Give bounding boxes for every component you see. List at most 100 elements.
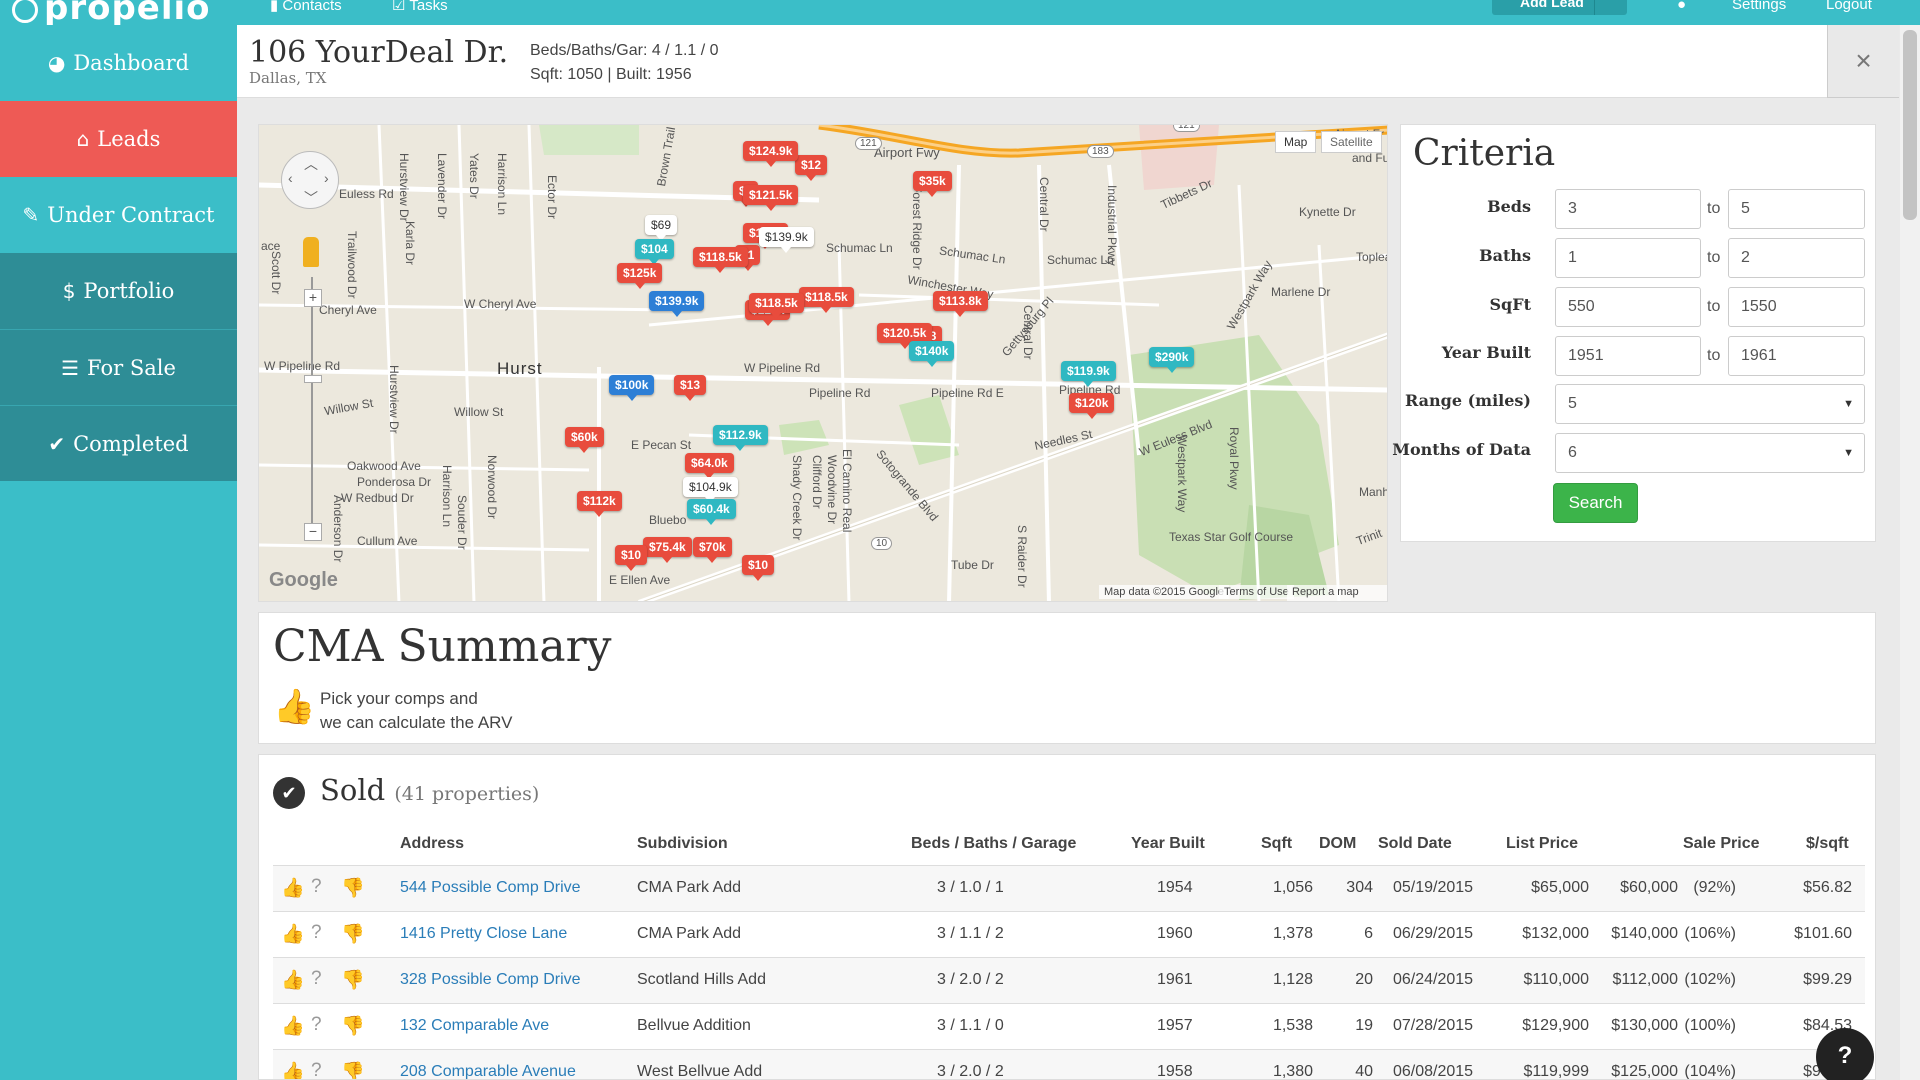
zoom-out-button[interactable]: − (304, 523, 322, 541)
months-select[interactable]: 6 ▼ (1555, 433, 1865, 473)
baths-from-input[interactable]: 1 (1555, 238, 1701, 278)
street-view-pegman-icon[interactable] (303, 237, 319, 267)
map-pan-control[interactable]: ︿ ﹀ ‹ › (281, 151, 339, 209)
thumbs-up-icon[interactable]: 👍 (281, 1016, 305, 1037)
map-price-pin[interactable]: $10 (615, 545, 648, 571)
pan-up-icon[interactable]: ︿ (304, 156, 318, 172)
col-header-address[interactable]: Address (400, 835, 465, 852)
map-price-pin[interactable]: $104.9k (683, 477, 738, 503)
pan-right-icon[interactable]: › (324, 170, 329, 186)
col-header-beds-baths-garage[interactable]: Beds / Baths / Garage (911, 835, 1077, 852)
thumbs-up-icon[interactable]: 👍 (281, 924, 305, 945)
col-header-sale-price[interactable]: Sale Price (1683, 835, 1760, 852)
map-price-pin[interactable]: $75.4k (643, 537, 692, 563)
col-header-dom[interactable]: DOM (1319, 835, 1357, 852)
close-button[interactable]: × (1827, 25, 1899, 98)
cell-address[interactable]: 1416 Pretty Close Lane (400, 925, 568, 942)
map-type-satellite-button[interactable]: Satellite (1321, 131, 1382, 153)
map-price-pin[interactable]: $118.5k (749, 293, 804, 319)
search-button[interactable]: Search (1553, 483, 1638, 523)
cell-address[interactable]: 208 Comparable Avenue (400, 1063, 576, 1080)
thumbs-up-icon[interactable]: 👍 (281, 878, 305, 899)
col-header-sold-date[interactable]: Sold Date (1378, 835, 1452, 852)
sidebar-item-under-contract[interactable]: ✎ Under Contract (0, 177, 237, 253)
cell-address[interactable]: 132 Comparable Ave (400, 1017, 550, 1034)
map-price-pin[interactable]: $60k (565, 427, 604, 453)
sidebar-item-for-sale[interactable]: ☰ For Sale (0, 329, 237, 405)
map-report-link[interactable]: Report a map error (1287, 585, 1387, 601)
map-price-pin[interactable]: $10 (742, 555, 775, 581)
col-header-per-sqft[interactable]: $/sqft (1806, 835, 1849, 852)
pan-left-icon[interactable]: ‹ (288, 170, 293, 186)
map-price-pin[interactable]: $139.9k (649, 291, 705, 317)
thumbs-up-icon[interactable]: 👍 (281, 970, 305, 991)
zoom-in-button[interactable]: + (304, 289, 322, 307)
settings-link[interactable]: Settings (1732, 0, 1787, 13)
col-header-sqft[interactable]: Sqft (1261, 835, 1293, 852)
nav-contacts[interactable]: ▮ Contacts (270, 0, 342, 14)
question-icon[interactable]: ? (311, 1060, 322, 1080)
map-price-pin[interactable]: $125k (617, 263, 663, 289)
zoom-slider-handle[interactable] (304, 375, 322, 383)
pan-down-icon[interactable]: ﹀ (304, 190, 318, 206)
logout-link[interactable]: Logout (1826, 0, 1872, 13)
year-built-to-input[interactable]: 1961 (1728, 336, 1865, 376)
map-price-pin[interactable]: $118.5k (693, 247, 748, 273)
nav-tasks[interactable]: ☑ Tasks (392, 0, 448, 14)
map-price-pin[interactable]: $113.8k (933, 291, 988, 317)
sidebar-item-leads[interactable]: ⌂ Leads (0, 101, 237, 177)
map-type-map-button[interactable]: Map (1275, 131, 1317, 153)
thumbs-down-icon[interactable]: 👎 (341, 970, 365, 991)
map-price-pin[interactable]: $112.9k (713, 425, 768, 451)
map-price-pin[interactable]: $70k (693, 537, 732, 563)
col-header-year-built[interactable]: Year Built (1131, 835, 1205, 852)
collapse-chevron-icon[interactable]: ✔ (273, 777, 305, 809)
question-icon[interactable]: ? (311, 1014, 322, 1035)
map-price-pin[interactable]: $13 (674, 375, 707, 401)
map-price-pin[interactable]: $100k (609, 375, 655, 401)
beds-from-input[interactable]: 3 (1555, 189, 1701, 229)
notification-icon[interactable]: ● (1677, 0, 1687, 13)
map-price-pin[interactable]: $120k (1069, 393, 1115, 419)
sidebar-item-dashboard[interactable]: ◕ Dashboard (0, 25, 237, 101)
sqft-from-input[interactable]: 550 (1555, 287, 1701, 327)
cell-address[interactable]: 544 Possible Comp Drive (400, 879, 581, 896)
scrollbar-thumb[interactable] (1903, 30, 1917, 220)
year-built-from-input[interactable]: 1951 (1555, 336, 1701, 376)
col-header-subdivision[interactable]: Subdivision (637, 835, 728, 852)
thumbs-down-icon[interactable]: 👎 (341, 1062, 365, 1080)
add-lead-button[interactable]: Add Lead (1492, 0, 1627, 15)
map-price-pin[interactable]: $60.4k (687, 499, 736, 525)
map-price-pin[interactable]: $112k (577, 491, 622, 517)
thumbs-down-icon[interactable]: 👎 (341, 924, 365, 945)
sidebar-item-completed[interactable]: ✔ Completed (0, 405, 237, 481)
map-price-pin[interactable]: $69 (645, 215, 678, 241)
beds-to-input[interactable]: 5 (1728, 189, 1865, 229)
question-icon[interactable]: ? (311, 922, 322, 943)
map-price-pin[interactable]: $119.9k (1061, 361, 1116, 387)
zoom-slider-track[interactable] (311, 277, 313, 527)
thumbs-up-icon[interactable]: 👍 (281, 1062, 305, 1080)
map-price-pin[interactable]: $118.5k (799, 287, 854, 313)
map-price-pin[interactable]: $12 (795, 155, 828, 181)
map-price-pin[interactable]: $290k (1149, 347, 1195, 373)
map-price-pin[interactable]: $139.9k (759, 227, 814, 253)
thumbs-down-icon[interactable]: 👎 (341, 1016, 365, 1037)
page-scrollbar[interactable] (1900, 25, 1920, 1080)
map-price-pin[interactable]: $35k (913, 171, 952, 197)
comps-map[interactable]: Euless Rd W Cheryl Ave Cheryl Ave W Pipe… (258, 124, 1388, 602)
question-icon[interactable]: ? (311, 968, 322, 989)
map-price-pin[interactable]: $64.0k (685, 453, 734, 479)
range-select[interactable]: 5 ▼ (1555, 384, 1865, 424)
thumbs-down-icon[interactable]: 👎 (341, 878, 365, 899)
map-terms-link[interactable]: Terms of Use (1219, 585, 1294, 599)
question-icon[interactable]: ? (311, 876, 322, 897)
cell-address[interactable]: 328 Possible Comp Drive (400, 971, 581, 988)
map-price-pin[interactable]: $140k (909, 341, 955, 367)
app-logo[interactable]: propelio (12, 0, 211, 28)
map-price-pin[interactable]: $121.5k (743, 185, 799, 211)
sqft-to-input[interactable]: 1550 (1728, 287, 1865, 327)
baths-to-input[interactable]: 2 (1728, 238, 1865, 278)
col-header-list-price[interactable]: List Price (1506, 835, 1579, 852)
map-price-pin[interactable]: $104 (635, 239, 674, 265)
